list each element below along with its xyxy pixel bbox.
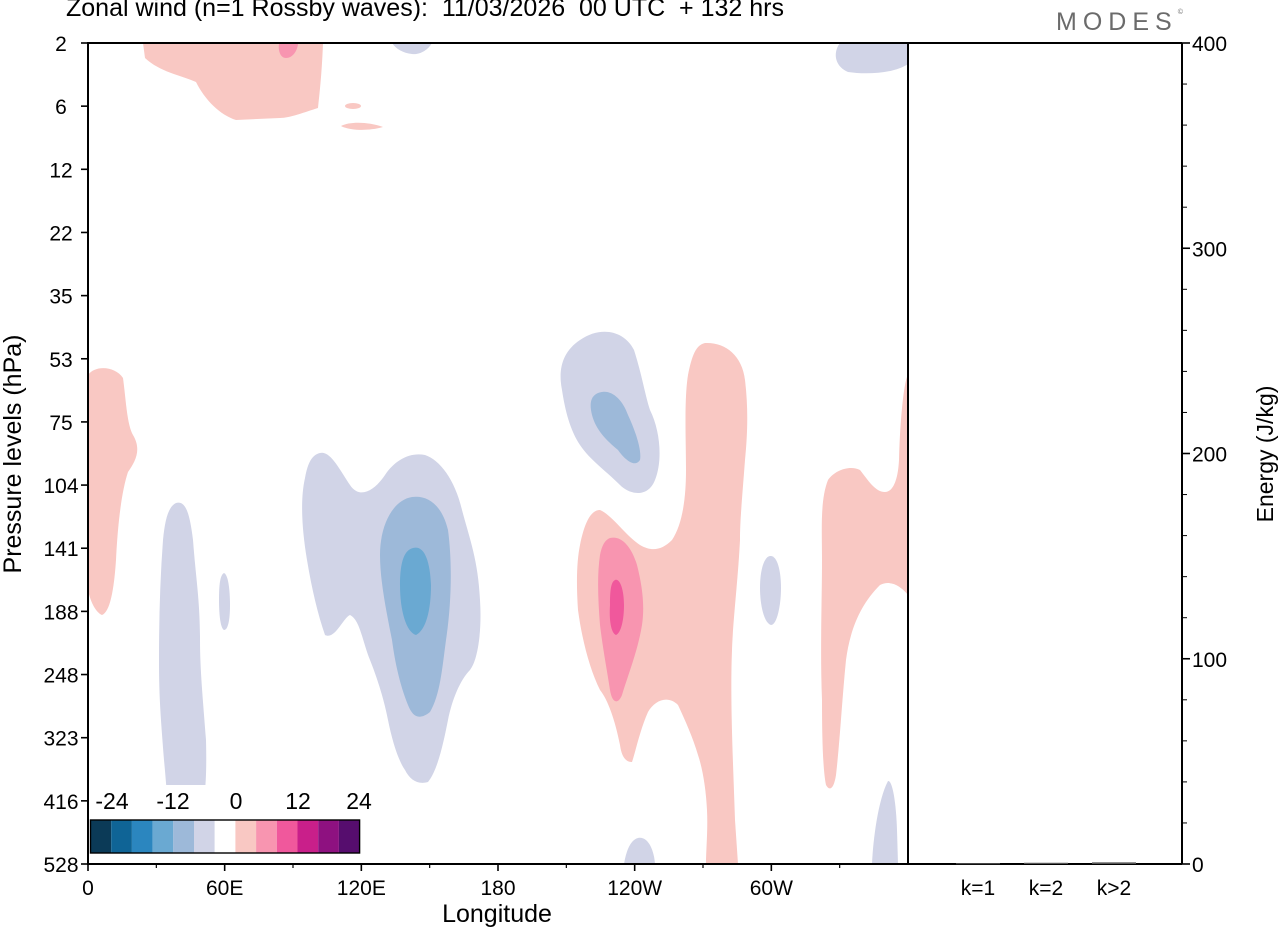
y-tick-label: 323 — [43, 728, 78, 751]
colorbar-swatch — [90, 820, 112, 853]
contour-field — [88, 43, 908, 864]
x-tick-label: 120W — [607, 877, 662, 900]
y-tick-label: 104 — [43, 475, 78, 498]
colorbar-swatch — [214, 820, 236, 853]
contour-region — [590, 391, 641, 464]
contour-region — [576, 342, 748, 864]
y-tick-label: 248 — [43, 665, 78, 688]
plot-frame — [87, 42, 909, 865]
colorbar-swatch — [131, 820, 153, 853]
energy-bar — [1024, 862, 1068, 864]
energy-category-label: k=2 — [1029, 877, 1063, 900]
contour-region — [760, 555, 781, 625]
colorbar-swatch — [276, 820, 298, 853]
contour-region — [159, 502, 207, 822]
y-tick-label: 416 — [43, 791, 78, 814]
contour-region — [278, 44, 298, 58]
contour-region — [835, 43, 908, 74]
colorbar-label: 12 — [285, 788, 311, 814]
colorbar-outline — [89, 819, 361, 854]
colorbar-swatch — [194, 820, 215, 853]
contour-region — [341, 122, 383, 130]
y-tick-label: 141 — [43, 538, 78, 561]
colorbar-swatch — [235, 820, 257, 853]
colorbar-boxes — [89, 819, 361, 854]
colorbar-swatch — [152, 820, 174, 853]
colorbar-swatch — [111, 820, 132, 853]
colorbar-swatch — [318, 820, 339, 853]
longitude-axis: 0 60E 120E 180 120W 60W — [82, 864, 841, 900]
colorbar-label: -24 — [95, 788, 128, 814]
energy-category-label: k=1 — [961, 877, 995, 900]
colorbar-swatch — [256, 820, 277, 853]
x-tick-label: 60E — [206, 877, 243, 900]
y-tick-label: 53 — [49, 349, 72, 372]
energy-tick-label: 400 — [1192, 33, 1227, 56]
y-axis-label: Pressure levels (hPa) — [0, 335, 27, 574]
energy-panel: 0 100 200 300 400 k=1 k=2 k>2 — [908, 33, 1227, 900]
y-tick-label: 35 — [49, 286, 72, 309]
contour-region — [609, 579, 624, 635]
x-tick-label: 120E — [337, 877, 386, 900]
contour-region — [345, 103, 361, 109]
chart-title: Zonal wind (n=1 Rossby waves): 11/03/202… — [66, 0, 784, 22]
x-axis-label: Longitude — [442, 900, 552, 928]
energy-tick-label: 0 — [1192, 854, 1204, 877]
contour-region — [400, 547, 431, 635]
contour-region — [143, 43, 323, 120]
y-tick-label: 22 — [49, 222, 72, 245]
contour-region — [624, 837, 655, 864]
x-tick-label: 180 — [480, 877, 515, 900]
colorbar-label: 24 — [346, 788, 372, 814]
energy-tick-label: 200 — [1192, 444, 1227, 467]
contour-region — [219, 573, 230, 630]
energy-bar — [956, 863, 1000, 865]
pressure-axis: 2 6 12 22 35 53 75 104 141 188 248 323 416 528 — [43, 33, 88, 877]
colorbar-swatch — [338, 820, 360, 853]
colorbar-swatch — [173, 820, 194, 853]
y-tick-label: 12 — [49, 159, 72, 182]
colorbar: -24 -12 0 12 24 — [89, 785, 387, 863]
contour-region — [88, 368, 138, 615]
colorbar-swatch — [297, 820, 319, 853]
energy-tick-label: 100 — [1192, 649, 1227, 672]
energy-bars: k=1 k=2 k>2 — [956, 862, 1136, 900]
energy-bar — [1092, 862, 1136, 864]
colorbar-label: -12 — [156, 788, 189, 814]
contour-region — [392, 43, 432, 55]
energy-axis: 0 100 200 300 400 — [1182, 33, 1227, 877]
y-tick-label: 188 — [43, 601, 78, 624]
y-tick-label: 6 — [55, 96, 67, 119]
y-tick-label: 2 — [55, 33, 67, 56]
contour-region — [821, 375, 908, 789]
y-tick-label: 75 — [49, 412, 72, 435]
contour-region — [872, 780, 898, 864]
x-tick-label: 0 — [82, 877, 94, 900]
energy-category-label: k>2 — [1097, 877, 1131, 900]
colorbar-labels: -24 -12 0 12 24 — [95, 788, 372, 814]
energy-axis-label: Energy (J/kg) — [1252, 386, 1278, 523]
colorbar-label: 0 — [230, 788, 243, 814]
x-tick-label: 60W — [750, 877, 793, 900]
modes-logo: MODES© — [1056, 8, 1183, 36]
y-tick-label: 528 — [43, 854, 78, 877]
energy-tick-label: 300 — [1192, 238, 1227, 261]
